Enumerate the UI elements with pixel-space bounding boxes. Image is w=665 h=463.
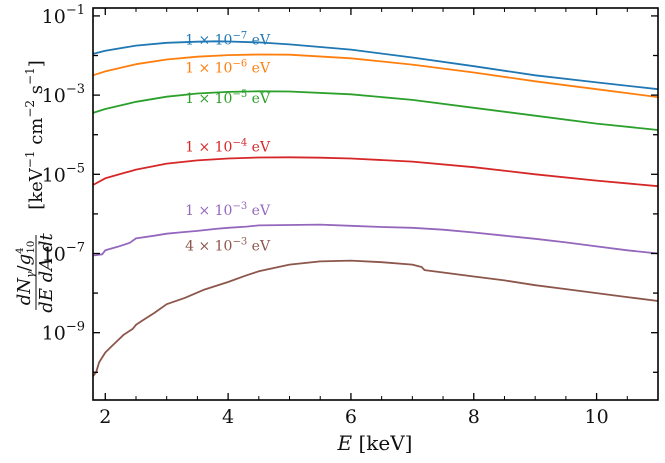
series-annotation-3: 1 × 10−4 eV [185,138,271,156]
series-line-4 [92,223,659,257]
y-axis-label: dNγ/g410 dE dA dt [keV−1 cm−2 s−1] [14,60,57,312]
y-tick-label-2: 10−5 [42,161,85,186]
series-line-1 [92,53,659,98]
y-tick-label-3: 10−7 [42,240,85,265]
y-tick-label-4: 10−9 [42,320,85,345]
series-annotation-1: 1 × 10−6 eV [185,59,271,77]
x-tick-label-0: 2 [99,406,111,428]
tick-layer: 2 4 6 8 10 10−1 10−3 10−5 10−7 10−9 [42,3,659,428]
x-tick-label-1: 4 [222,406,234,428]
series-line-2 [92,90,659,131]
series-line-3 [92,156,659,188]
plot-frame [92,7,659,401]
series-annotation-0: 1 × 10−7 eV [185,30,271,48]
series-line-5 [92,259,659,377]
series-annotation-2: 1 × 10−5 eV [185,89,271,107]
y-tick-label-0: 10−1 [42,3,85,28]
svg-text:dE dA dt: dE dA dt [36,233,57,313]
x-tick-label-2: 6 [345,406,357,428]
series-layer [92,40,659,377]
series-annotation-4: 1 × 10−3 eV [185,201,271,219]
series-annotation-5: 4 × 10−3 eV [185,237,271,255]
svg-text:[keV−1 cm−2 s−1]: [keV−1 cm−2 s−1] [23,60,47,210]
svg-text:dNγ/g410: dNγ/g410 [14,241,37,306]
x-axis-label: E [keV] [337,431,413,455]
series-line-0 [92,40,659,91]
x-tick-label-3: 8 [468,406,480,428]
x-tick-label-4: 10 [584,406,608,428]
y-tick-label-1: 10−3 [42,82,85,107]
annotation-layer: 1 × 10−7 eV 1 × 10−6 eV 1 × 10−5 eV 1 × 10−… [185,30,271,254]
